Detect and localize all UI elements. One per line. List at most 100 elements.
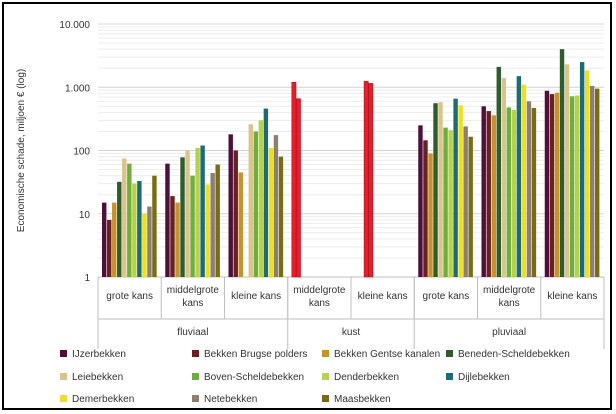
bar xyxy=(433,103,438,277)
category-label: grote kans xyxy=(106,291,153,302)
category-label: middelgrote xyxy=(293,285,346,296)
bar xyxy=(418,125,423,277)
legend-swatch xyxy=(192,373,199,380)
bar xyxy=(491,115,496,277)
bar xyxy=(152,175,157,277)
bar xyxy=(511,109,517,277)
axis-labels: 1 10 100 1.000 10.000 Economische schade, mil… xyxy=(16,20,597,338)
legend-label: Leiebekken xyxy=(72,372,123,383)
bar xyxy=(481,106,486,277)
bar xyxy=(516,76,522,277)
bar xyxy=(258,120,264,277)
legend-label: Demerbekken xyxy=(72,394,134,405)
bar xyxy=(142,213,147,277)
legend-swatch xyxy=(446,373,453,380)
category-label: middelgrote xyxy=(167,285,220,296)
bar xyxy=(506,107,512,277)
bar xyxy=(238,172,243,277)
bar xyxy=(458,105,463,277)
legend-swatch xyxy=(446,350,453,357)
category-label: kleine kans xyxy=(547,291,597,302)
bars xyxy=(102,49,600,278)
bar xyxy=(228,134,233,277)
y-tick-label: 100 xyxy=(73,147,90,158)
legend-swatch xyxy=(192,350,199,357)
bar xyxy=(273,135,279,277)
bar xyxy=(263,108,269,277)
bar xyxy=(363,80,369,278)
legend-swatch xyxy=(60,350,67,357)
bar xyxy=(233,150,238,277)
bar xyxy=(200,145,205,277)
y-tick-label: 10.000 xyxy=(59,20,90,31)
bar xyxy=(102,202,107,277)
legend: IJzerbekken Bekken Brugse polders Bekken G… xyxy=(60,349,570,405)
bar xyxy=(423,140,428,277)
chart-frame: 1 10 100 1.000 10.000 Economische schade, mil… xyxy=(2,2,612,410)
bar xyxy=(468,136,473,277)
legend-label: Bekken Gentse kanalen xyxy=(334,349,440,360)
bar xyxy=(544,90,550,277)
bar xyxy=(117,181,122,277)
y-tick-label: 10 xyxy=(79,210,91,221)
legend-label: Maasbekken xyxy=(334,394,391,405)
category-label: kleine kans xyxy=(358,291,408,302)
bar xyxy=(526,101,532,277)
legend-label: Denderbekken xyxy=(334,372,399,383)
bar xyxy=(170,196,175,277)
bar xyxy=(486,111,491,277)
group-label: pluviaal xyxy=(492,327,526,338)
bar xyxy=(531,107,537,277)
category-label: kleine kans xyxy=(231,291,281,302)
bar xyxy=(564,64,570,277)
bar xyxy=(569,96,575,278)
bar xyxy=(190,175,195,277)
bar xyxy=(122,158,127,277)
bar xyxy=(268,147,274,277)
bar xyxy=(253,131,259,277)
bar xyxy=(438,102,443,277)
legend-label: Dijlebekken xyxy=(458,372,510,383)
bar xyxy=(137,180,142,277)
legend-swatch xyxy=(322,395,329,402)
bar xyxy=(443,127,448,277)
bar xyxy=(521,84,527,277)
category-label: middelgrote xyxy=(483,285,536,296)
category-label: grote kans xyxy=(423,291,470,302)
bar xyxy=(210,173,215,277)
bar xyxy=(368,83,374,278)
bar xyxy=(147,206,152,277)
bar xyxy=(127,163,132,277)
bar xyxy=(278,156,284,277)
bar xyxy=(589,85,595,277)
bar xyxy=(205,184,210,277)
bar xyxy=(453,98,458,277)
bar xyxy=(584,70,590,278)
bar xyxy=(559,49,565,277)
group-label: kust xyxy=(342,327,361,338)
y-axis-title: Economische schade, miljoen € (log) xyxy=(16,69,27,232)
bar xyxy=(165,163,170,277)
bar xyxy=(549,94,555,278)
bar xyxy=(463,126,468,278)
bar xyxy=(296,98,301,278)
legend-label: Beneden-Scheldebekken xyxy=(458,349,570,360)
chart-svg: 1 10 100 1.000 10.000 Economische schade, mil… xyxy=(16,20,605,405)
category-label: kans xyxy=(182,298,203,309)
bar xyxy=(291,81,297,278)
legend-label: Boven-Scheldebekken xyxy=(204,372,304,383)
legend-swatch xyxy=(322,373,329,380)
legend-swatch xyxy=(192,395,199,402)
bar xyxy=(180,157,185,277)
y-tick-label: 1 xyxy=(84,273,90,284)
bar xyxy=(195,147,200,277)
bar xyxy=(112,202,117,277)
category-label: kans xyxy=(309,298,330,309)
legend-label: IJzerbekken xyxy=(72,349,126,360)
bar xyxy=(594,88,600,277)
bar xyxy=(428,153,433,277)
bar xyxy=(496,66,501,277)
bar xyxy=(132,183,137,277)
bar xyxy=(107,219,112,277)
legend-swatch xyxy=(60,395,67,402)
